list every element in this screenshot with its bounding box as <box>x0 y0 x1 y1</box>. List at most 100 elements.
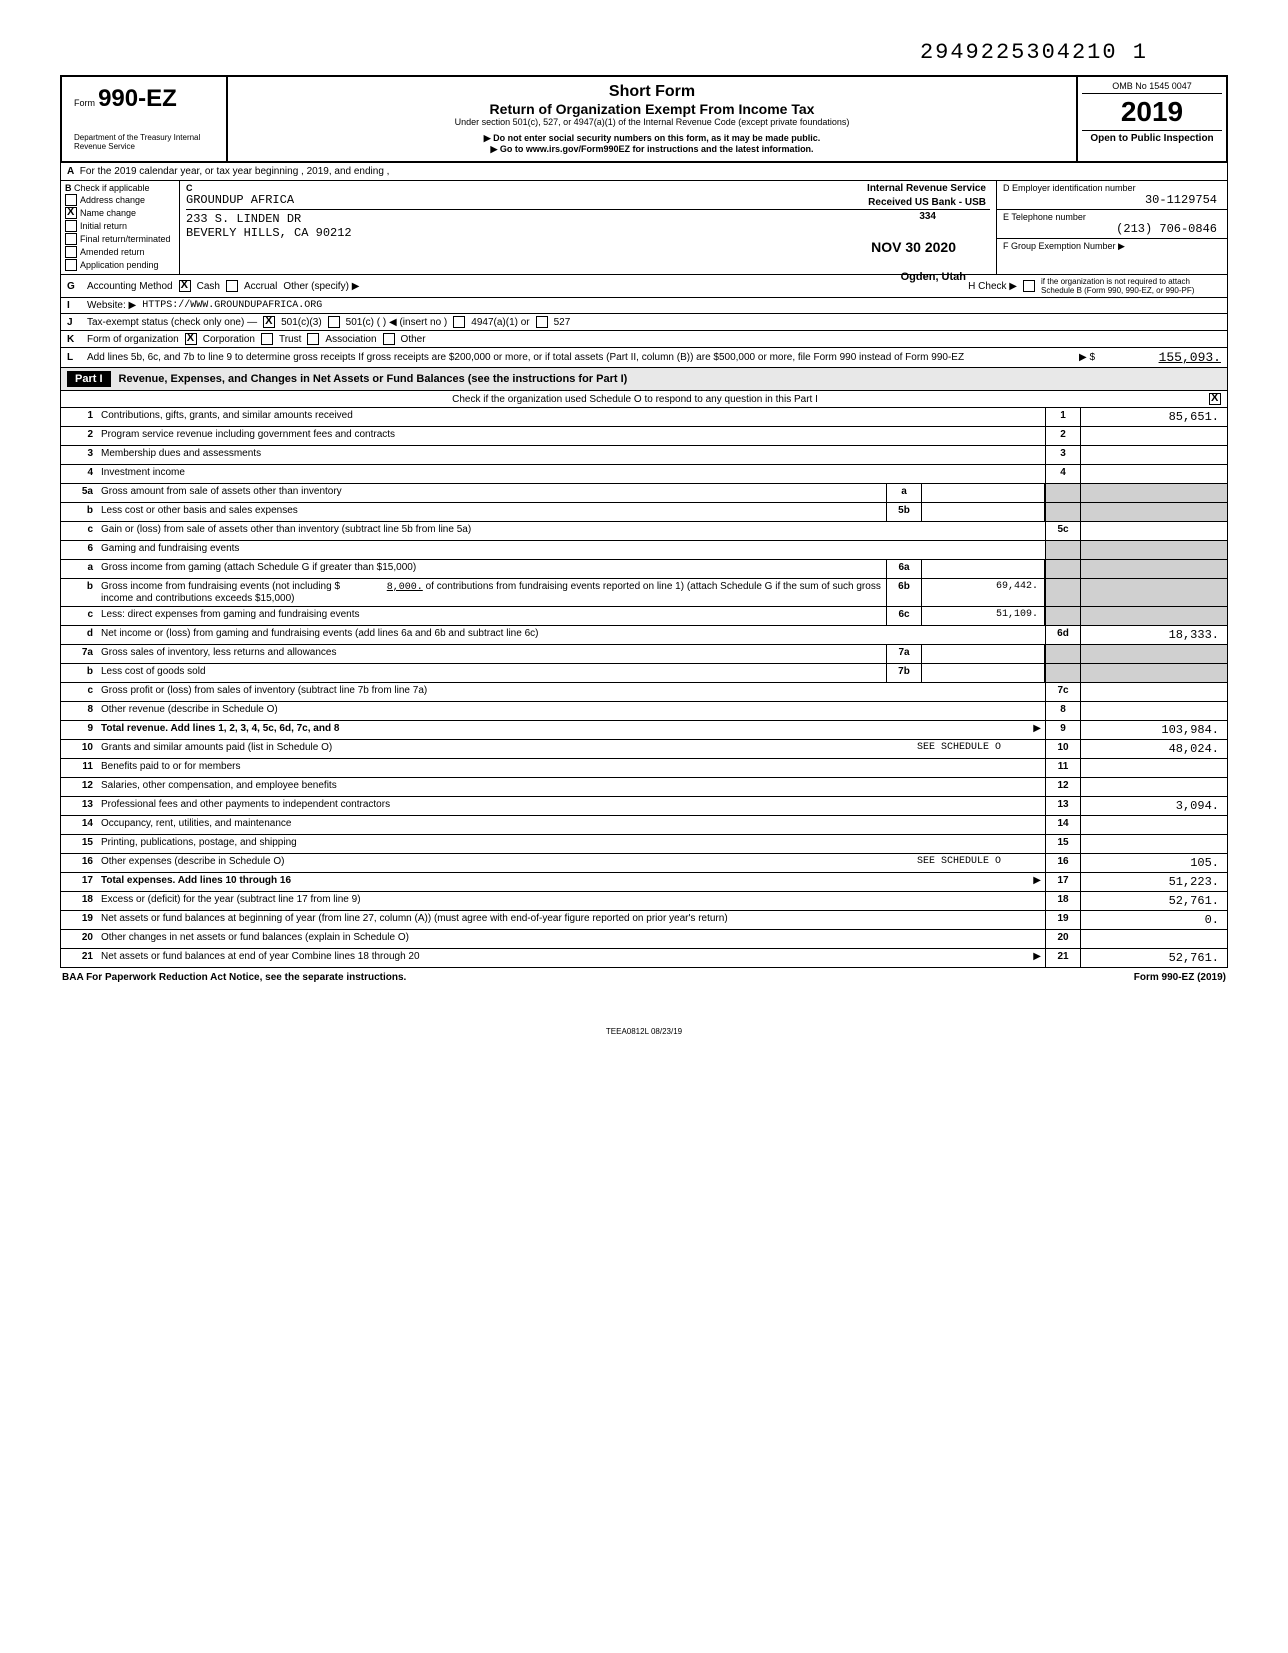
label-corp: Corporation <box>203 334 255 345</box>
l3-desc: Membership dues and assessments <box>97 446 1045 464</box>
checkbox-final-return[interactable] <box>65 233 77 245</box>
line-7c: c Gross profit or (loss) from sales of i… <box>61 683 1227 702</box>
l17-desc-text: Total expenses. Add lines 10 through 16 <box>101 875 291 886</box>
l5b-rval <box>1081 503 1227 521</box>
l5b-rnum <box>1045 503 1081 521</box>
l7c-desc: Gross profit or (loss) from sales of inv… <box>97 683 1045 701</box>
checkbox-address-change[interactable] <box>65 194 77 206</box>
checkbox-corp[interactable] <box>185 333 197 345</box>
label-other-method: Other (specify) ▶ <box>283 281 359 292</box>
org-addr1: 233 S. LINDEN DR <box>186 209 990 226</box>
l7b-mid: 7b <box>886 664 922 682</box>
l5b-mid: 5b <box>886 503 922 521</box>
line-6d: d Net income or (loss) from gaming and f… <box>61 626 1227 645</box>
line-8: 8 Other revenue (describe in Schedule O)… <box>61 702 1227 721</box>
l5b-num: b <box>61 503 97 521</box>
line-16: 16 Other expenses (describe in Schedule … <box>61 854 1227 873</box>
l5a-rval <box>1081 484 1227 502</box>
row-j: J Tax-exempt status (check only one) — 5… <box>60 314 1228 331</box>
tax-year: 2019 <box>1082 96 1222 128</box>
l6b-inline: 8,000. <box>343 582 423 593</box>
l4-rval <box>1081 465 1227 483</box>
row-a-text: For the 2019 calendar year, or tax year … <box>80 166 390 177</box>
l7c-rnum: 7c <box>1045 683 1081 701</box>
line-2: 2 Program service revenue including gove… <box>61 427 1227 446</box>
l13-num: 13 <box>61 797 97 815</box>
l17-rval: 51,223. <box>1081 873 1227 891</box>
checkbox-amended[interactable] <box>65 246 77 258</box>
l1-num: 1 <box>61 408 97 426</box>
l5b-desc: Less cost or other basis and sales expen… <box>97 503 886 521</box>
line-18: 18 Excess or (deficit) for the year (sub… <box>61 892 1227 911</box>
label-final-return: Final return/terminated <box>80 234 171 244</box>
checkbox-assoc[interactable] <box>307 333 319 345</box>
l21-num: 21 <box>61 949 97 967</box>
l6a-num: a <box>61 560 97 578</box>
l6b-rval <box>1081 579 1227 606</box>
line-20: 20 Other changes in net assets or fund b… <box>61 930 1227 949</box>
label-k: K <box>67 334 81 345</box>
doc-number: 2949225304210 1 <box>60 40 1228 65</box>
label-l: L <box>67 352 81 363</box>
col-e: E Telephone number (213) 706-0846 <box>997 210 1227 239</box>
l3-rval <box>1081 446 1227 464</box>
checkbox-cash[interactable] <box>179 280 191 292</box>
l7b-rnum <box>1045 664 1081 682</box>
col-f-label: F Group Exemption Number ▶ <box>1003 241 1221 252</box>
line-13: 13 Professional fees and other payments … <box>61 797 1227 816</box>
form-number: 990-EZ <box>98 85 177 112</box>
label-initial-return: Initial return <box>80 221 127 231</box>
gross-receipts: 155,093. <box>1101 350 1221 365</box>
form-org-label: Form of organization <box>87 334 179 345</box>
row-i: I Website: ▶ HTTPS://WWW.GROUNDUPAFRICA.… <box>60 298 1228 314</box>
l9-desc-text: Total revenue. Add lines 1, 2, 3, 4, 5c,… <box>101 723 339 734</box>
l6b-rnum <box>1045 579 1081 606</box>
checkbox-schedule-o[interactable] <box>1209 393 1221 405</box>
footer-right: Form 990-EZ (2019) <box>1134 972 1226 983</box>
l6d-desc: Net income or (loss) from gaming and fun… <box>97 626 1045 644</box>
l7a-desc: Gross sales of inventory, less returns a… <box>97 645 886 663</box>
l12-rval <box>1081 778 1227 796</box>
row-h-text: if the organization is not required to a… <box>1041 277 1221 295</box>
l21-desc: Net assets or fund balances at end of ye… <box>97 949 1045 967</box>
l11-rnum: 11 <box>1045 759 1081 777</box>
checkbox-4947[interactable] <box>453 316 465 328</box>
checkbox-app-pending[interactable] <box>65 259 77 271</box>
l6d-rval: 18,333. <box>1081 626 1227 644</box>
l10-note: SEE SCHEDULE O <box>917 742 1001 753</box>
l10-desc-text: Grants and similar amounts paid (list in… <box>101 742 332 753</box>
irs-stamp-ogden: Ogden, Utah <box>901 271 966 283</box>
checkbox-initial-return[interactable] <box>65 220 77 232</box>
open-public: Open to Public Inspection <box>1082 130 1222 144</box>
line-19: 19 Net assets or fund balances at beginn… <box>61 911 1227 930</box>
l13-desc: Professional fees and other payments to … <box>97 797 1045 815</box>
label-527: 527 <box>554 317 571 328</box>
checkbox-other-org[interactable] <box>383 333 395 345</box>
checkbox-501c3[interactable] <box>263 316 275 328</box>
l6a-midval <box>922 560 1045 578</box>
line-6b: b Gross income from fundraising events (… <box>61 579 1227 607</box>
ein-value: 30-1129754 <box>1003 193 1221 207</box>
checkbox-h[interactable] <box>1023 280 1035 292</box>
l7b-midval <box>922 664 1045 682</box>
part1-table: 1 Contributions, gifts, grants, and simi… <box>60 408 1228 968</box>
checkbox-527[interactable] <box>536 316 548 328</box>
l8-rval <box>1081 702 1227 720</box>
l1-rnum: 1 <box>1045 408 1081 426</box>
checkbox-accrual[interactable] <box>226 280 238 292</box>
checkbox-501c[interactable] <box>328 316 340 328</box>
col-b: B Check if applicable Address change Nam… <box>61 181 180 274</box>
line-5a: 5a Gross amount from sale of assets othe… <box>61 484 1227 503</box>
checkbox-trust[interactable] <box>261 333 273 345</box>
l5a-num: 5a <box>61 484 97 502</box>
l6c-mid: 6c <box>886 607 922 625</box>
part1-sub-text: Check if the organization used Schedule … <box>67 394 1203 405</box>
label-i: I <box>67 300 81 311</box>
col-b-header: Check if applicable <box>74 183 150 193</box>
line-4: 4 Investment income 4 <box>61 465 1227 484</box>
l5c-rnum: 5c <box>1045 522 1081 540</box>
checkbox-name-change[interactable] <box>65 207 77 219</box>
l6-num: 6 <box>61 541 97 559</box>
l14-desc: Occupancy, rent, utilities, and maintena… <box>97 816 1045 834</box>
l2-desc: Program service revenue including govern… <box>97 427 1045 445</box>
